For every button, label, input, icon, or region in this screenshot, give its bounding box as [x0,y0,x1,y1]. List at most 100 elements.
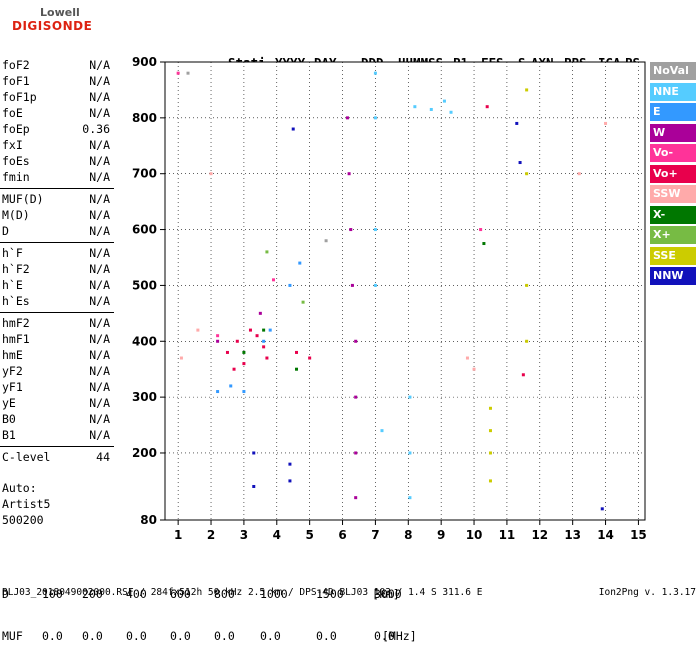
muf-table: D 100 200 400 600 800 1000 1500 3000 [km] MUF 0.0 0… [2,559,422,657]
y-tick-label: 400 [132,334,157,348]
param-row: foEs N/A [2,154,110,170]
data-point-vo [485,105,489,109]
data-point-w [258,311,262,315]
x-tick-label: 3 [240,528,248,542]
param-label: yE [2,396,16,410]
x-tick-label: 5 [305,528,313,542]
legend-item-nne: NNE [650,82,696,101]
legend-item-e: E [650,103,696,121]
data-point-e [242,390,246,394]
param-row: h`F2 N/A [2,262,110,278]
data-point-w [354,496,358,500]
param-value: N/A [89,170,110,184]
d-cell: 800 [214,587,235,601]
param-row: C-level 44 [2,450,110,466]
data-point-vo [232,367,236,371]
param-value: N/A [89,74,110,88]
param-label: h`F2 [2,262,30,276]
data-point-ssw [465,356,469,360]
param-label: h`Es [2,294,30,308]
param-label: C-level [2,450,51,464]
ionogram-chart: 1 2 3 4 5 6 7 8 9 10 11 12 13 14 158020030040050060070… [132,55,647,542]
x-tick-label: 15 [630,528,647,542]
param-row: fmin N/A [2,170,110,186]
param-row: MUF(D) N/A [2,192,110,208]
data-point-vo [225,350,229,354]
param-label: foEp [2,122,30,136]
data-point-ssw [209,172,213,176]
data-point-x [301,300,305,304]
legend-item-x: X+ [650,226,696,244]
param-value: N/A [89,332,110,346]
data-point-nne [408,395,412,399]
data-point-vo [265,356,269,360]
data-point-w [349,228,353,232]
param-value: N/A [89,106,110,120]
file-info-line: BLJ03_2018049002000.RSF / 284fx512h 50 k… [2,587,483,598]
data-point-nne [408,496,412,500]
param-label: h`F [2,246,23,260]
data-point-ssw [196,328,200,332]
legend-item-nnw: NNW [650,267,696,285]
d-cell: 1500 [316,587,344,601]
param-value: N/A [89,412,110,426]
data-point-w [345,116,349,120]
data-point-nnw [291,127,295,131]
data-point-w [354,395,358,399]
d-cell: D [2,587,9,601]
legend-item-noval: NoVal [650,62,696,80]
data-point-vo [176,71,180,75]
x-tick-label: 4 [273,528,281,542]
data-point-ssw [604,121,608,125]
data-point-sse [525,88,529,92]
d-cell: 400 [126,587,147,601]
muf-cell: 0.0 [126,629,147,643]
legend-item-ssw: SSW [650,185,696,203]
param-label: h`E [2,278,23,292]
data-point-x [262,328,266,332]
x-tick-label: 12 [531,528,548,542]
param-value: N/A [89,278,110,292]
param-row: yF2 N/A [2,364,110,380]
data-point-sse [488,479,492,483]
d-cell: [km] [372,587,400,601]
muf-cell: MUF [2,629,23,643]
param-row: hmF2 N/A [2,316,110,332]
param-separator [0,312,114,313]
d-cell: 3000 [374,587,402,601]
param-separator [0,242,114,243]
param-label: foEs [2,154,30,168]
param-label: hmF1 [2,332,30,346]
param-row: yE N/A [2,396,110,412]
param-value: N/A [89,396,110,410]
legend-item-vo: Vo- [650,144,696,162]
data-point-noval [186,71,190,75]
param-value: N/A [89,246,110,260]
param-row: fxI N/A [2,138,110,154]
param-separator [0,188,114,189]
param-value: N/A [89,364,110,378]
x-tick-label: 8 [404,528,412,542]
data-point-nne [373,228,377,232]
muf-cell: 0.0 [214,629,235,643]
x-tick-label: 10 [466,528,483,542]
param-label: fxI [2,138,23,152]
data-point-nne [413,105,417,109]
param-label: foF1p [2,90,37,104]
param-value: N/A [89,192,110,206]
x-tick-label: 7 [371,528,379,542]
data-point-x [295,367,299,371]
param-row: h`F N/A [2,246,110,262]
param-value: 0.36 [82,122,110,136]
data-point-vo [242,362,246,366]
param-row: foF1 N/A [2,74,110,90]
param-label: yF1 [2,380,23,394]
y-tick-label: 200 [132,446,157,460]
muf-row: MUF 0.0 0.0 0.0 0.0 0.0 0.0 0.0 0.0 [MHz] [2,629,422,643]
x-tick-label: 6 [338,528,346,542]
param-value: N/A [89,208,110,222]
param-value: N/A [89,294,110,308]
x-tick-label: 13 [564,528,581,542]
data-point-vo [521,373,525,377]
data-point-vo [235,339,239,343]
